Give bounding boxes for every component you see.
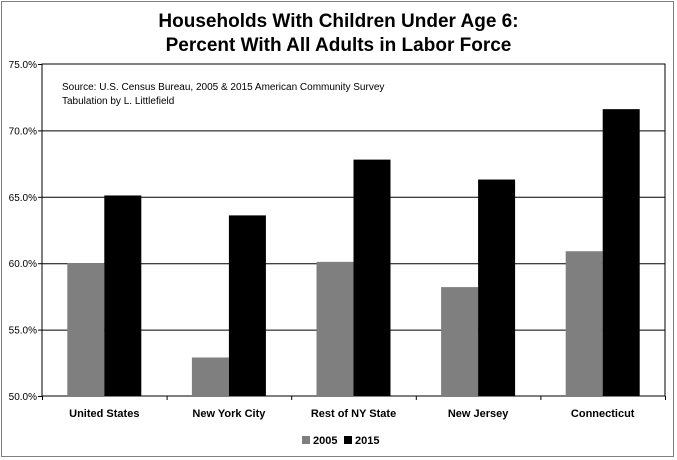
y-tick-label: 70.0% (9, 126, 37, 137)
legend-swatch-2015 (344, 436, 352, 444)
source-note: Tabulation by L. Littlefield (62, 96, 174, 107)
source-note: Source: U.S. Census Bureau, 2005 & 2015 … (62, 82, 384, 93)
bar-2015 (228, 215, 266, 396)
chart-title: Households With Children Under Age 6: (158, 11, 519, 32)
chart-subtitle: Percent With All Adults in Labor Force (165, 35, 512, 56)
x-category-label: United States (69, 408, 139, 420)
x-category-label: Rest of NY State (311, 408, 396, 420)
bar-2015 (602, 109, 640, 396)
y-tick-label: 60.0% (9, 259, 37, 270)
bar-2015 (104, 195, 142, 396)
legend-label: 2015 (355, 435, 379, 447)
legend-swatch-2005 (302, 436, 310, 444)
legend-label: 2005 (313, 435, 337, 447)
bar-2005 (191, 357, 229, 396)
bar-2005 (67, 263, 105, 396)
y-tick-label: 65.0% (9, 193, 37, 204)
x-category-label: Connecticut (571, 408, 635, 420)
y-tick-label: 50.0% (9, 392, 37, 403)
bar-2015 (353, 159, 391, 396)
y-tick-label: 75.0% (9, 60, 37, 71)
bar-2005 (316, 261, 354, 396)
x-category-label: New Jersey (448, 408, 509, 420)
bar-2005 (565, 251, 603, 396)
y-tick-label: 55.0% (9, 326, 37, 337)
bar-2015 (478, 179, 516, 396)
x-category-label: New York City (192, 408, 266, 420)
bar-2005 (441, 287, 479, 396)
